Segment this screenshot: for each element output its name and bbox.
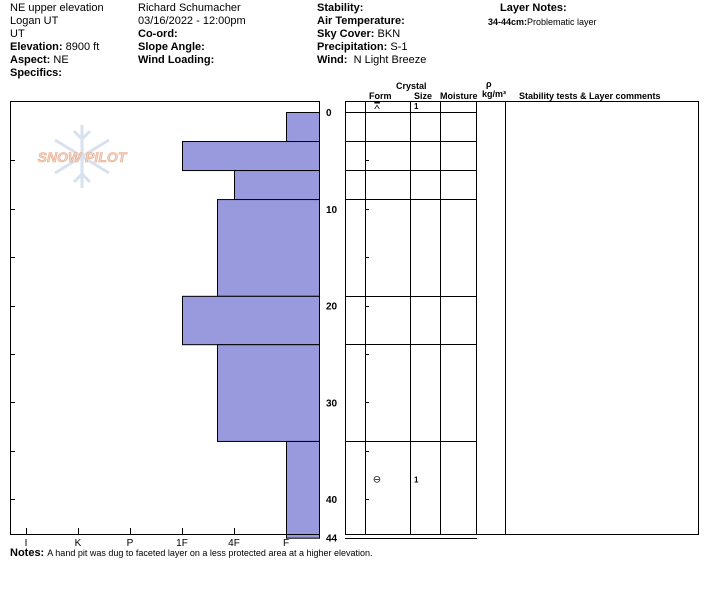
comments-header: Stability tests & Layer comments xyxy=(519,91,661,101)
precipitation-value: S-1 xyxy=(390,41,408,53)
snowflake-watermark-icon xyxy=(54,125,110,188)
sky-cover: Sky Cover: BKN xyxy=(317,28,400,41)
grain-form-icon-1: ⊖ xyxy=(373,474,381,485)
depth-tick-label-30: 30 xyxy=(326,398,338,409)
x-tick-label-4F: 4F xyxy=(228,538,240,549)
x-tick-label-P: P xyxy=(127,538,134,549)
elevation: Elevation: 8900 ft xyxy=(10,41,99,54)
hardness-bar-1 xyxy=(182,141,320,172)
rho-header: ρ xyxy=(486,79,492,89)
depth-tick-label-10: 10 xyxy=(326,205,338,216)
aspect: Aspect: NE xyxy=(10,54,69,67)
layer-note-text: Problematic layer xyxy=(527,17,597,27)
depth-tick-label-40: 40 xyxy=(326,495,338,506)
layer-table-frame xyxy=(345,101,699,535)
crystal-header: Crystal xyxy=(396,81,427,91)
notes: Notes: A hand pit was dug to faceted lay… xyxy=(10,547,373,560)
coord-label: Co-ord: xyxy=(138,28,178,40)
wind: Wind: N Light Breeze xyxy=(317,54,426,67)
aspect-label: Aspect: xyxy=(10,54,51,66)
size-header: Size xyxy=(414,91,433,101)
layer-note: 34-44cm:Problematic layer xyxy=(488,16,597,29)
elevation-value: 8900 ft xyxy=(65,41,100,53)
sky-cover-value: BKN xyxy=(377,28,401,40)
depth-tick-label-20: 20 xyxy=(326,302,338,313)
wind-loading-label: Wind Loading: xyxy=(138,54,215,66)
x-tick-label-K: K xyxy=(75,538,82,549)
notes-text: A hand pit was dug to faceted layer on a… xyxy=(47,548,373,558)
x-tick-label-1F: 1F xyxy=(176,538,188,549)
grain-form-icon-0: ⩞ xyxy=(374,101,380,112)
grain-size-1: 1 xyxy=(414,475,419,484)
sky-cover-label: Sky Cover: xyxy=(317,28,375,40)
snow-pilot-watermark: SNOW PILOT xyxy=(38,149,128,165)
precipitation-label: Precipitation: xyxy=(317,41,388,53)
layer-notes-label: Layer Notes: xyxy=(500,2,567,14)
location-name: NE upper elevation xyxy=(10,2,104,14)
notes-label: Notes: xyxy=(10,547,45,559)
state: UT xyxy=(10,28,25,40)
observation-datetime: 03/16/2022 - 12:00pm xyxy=(138,15,246,27)
hardness-bar-0 xyxy=(286,112,320,143)
hardness-bar-6 xyxy=(286,440,320,539)
density-header: kg/m³ xyxy=(482,89,507,99)
air-temperature-label: Air Temperature: xyxy=(317,15,405,27)
form-header: Form xyxy=(369,91,392,101)
hardness-bar-3 xyxy=(217,199,320,297)
depth-tick-label-44: 44 xyxy=(326,534,338,545)
observer-name: Richard Schumacher xyxy=(138,2,241,14)
moisture-header: Moisture xyxy=(440,91,478,101)
wind-value: N Light Breeze xyxy=(353,54,427,66)
elevation-label: Elevation: xyxy=(10,41,63,53)
specifics-label: Specifics: xyxy=(10,67,62,79)
hardness-bar-2 xyxy=(234,170,320,201)
x-tick-label-F: F xyxy=(283,538,289,549)
city: Logan UT xyxy=(10,15,59,27)
hardness-chart-frame xyxy=(10,101,320,535)
grain-size-0: 1 xyxy=(414,102,419,111)
aspect-value: NE xyxy=(53,54,69,66)
hardness-bar-4 xyxy=(182,295,320,346)
hardness-bar-5 xyxy=(217,344,320,442)
wind-label: Wind: xyxy=(317,54,348,66)
stability-label: Stability: xyxy=(317,2,364,14)
layer-note-range: 34-44cm: xyxy=(488,17,528,27)
depth-tick-label-0: 0 xyxy=(326,108,332,119)
x-tick-label-I: I xyxy=(25,538,28,549)
precipitation: Precipitation: S-1 xyxy=(317,41,407,54)
slope-angle-label: Slope Angle: xyxy=(138,41,205,53)
